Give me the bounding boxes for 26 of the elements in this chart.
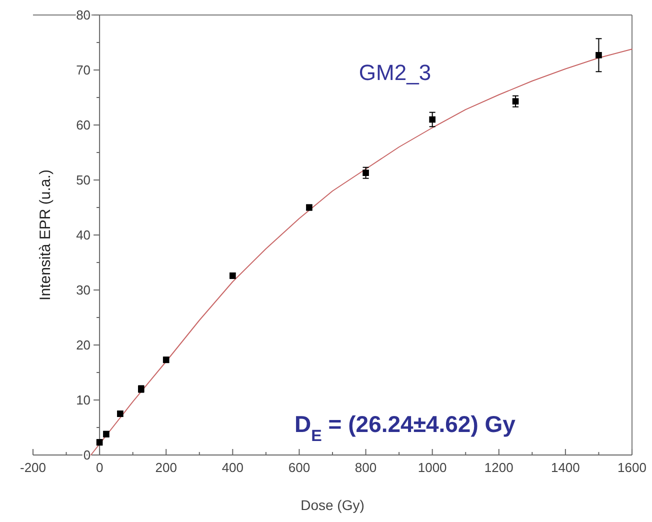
x-tick-label: 600 (288, 460, 310, 475)
annotation: D$_{E}$ = (26.24±4.62) Gy (294, 411, 516, 445)
y-tick-label: 40 (76, 228, 91, 242)
y-tick-label: 10 (76, 392, 91, 408)
point (596, 52, 602, 58)
point (512, 98, 519, 105)
point (429, 116, 436, 123)
x-tick-label: 0 (96, 460, 104, 475)
x-tick-label: 1600 (618, 460, 646, 475)
y-axis-title: Intensità EPR (u.a.) (37, 170, 54, 300)
x-tick-label: 400 (222, 460, 244, 475)
x-axis-title: Dose (Gy) (300, 497, 364, 513)
y-tick-label: 30 (76, 282, 91, 298)
y-tick-label: 70 (76, 62, 91, 78)
x-tick-label: 1200 (484, 460, 514, 475)
x-tick-label: 200 (155, 460, 177, 475)
line-series (90, 48, 632, 456)
x-tick-label: 1000 (418, 460, 447, 475)
x-tick-label: 800 (354, 460, 377, 475)
point (362, 170, 369, 176)
y-tick-label: 50 (76, 172, 91, 188)
x-tick-label: -200 (20, 460, 46, 475)
x-tick-label: 1400 (550, 460, 580, 475)
y-tick-label: 60 (76, 118, 91, 132)
y-tick-label: 20 (76, 338, 91, 352)
annotation: GM2_3 (358, 60, 432, 85)
